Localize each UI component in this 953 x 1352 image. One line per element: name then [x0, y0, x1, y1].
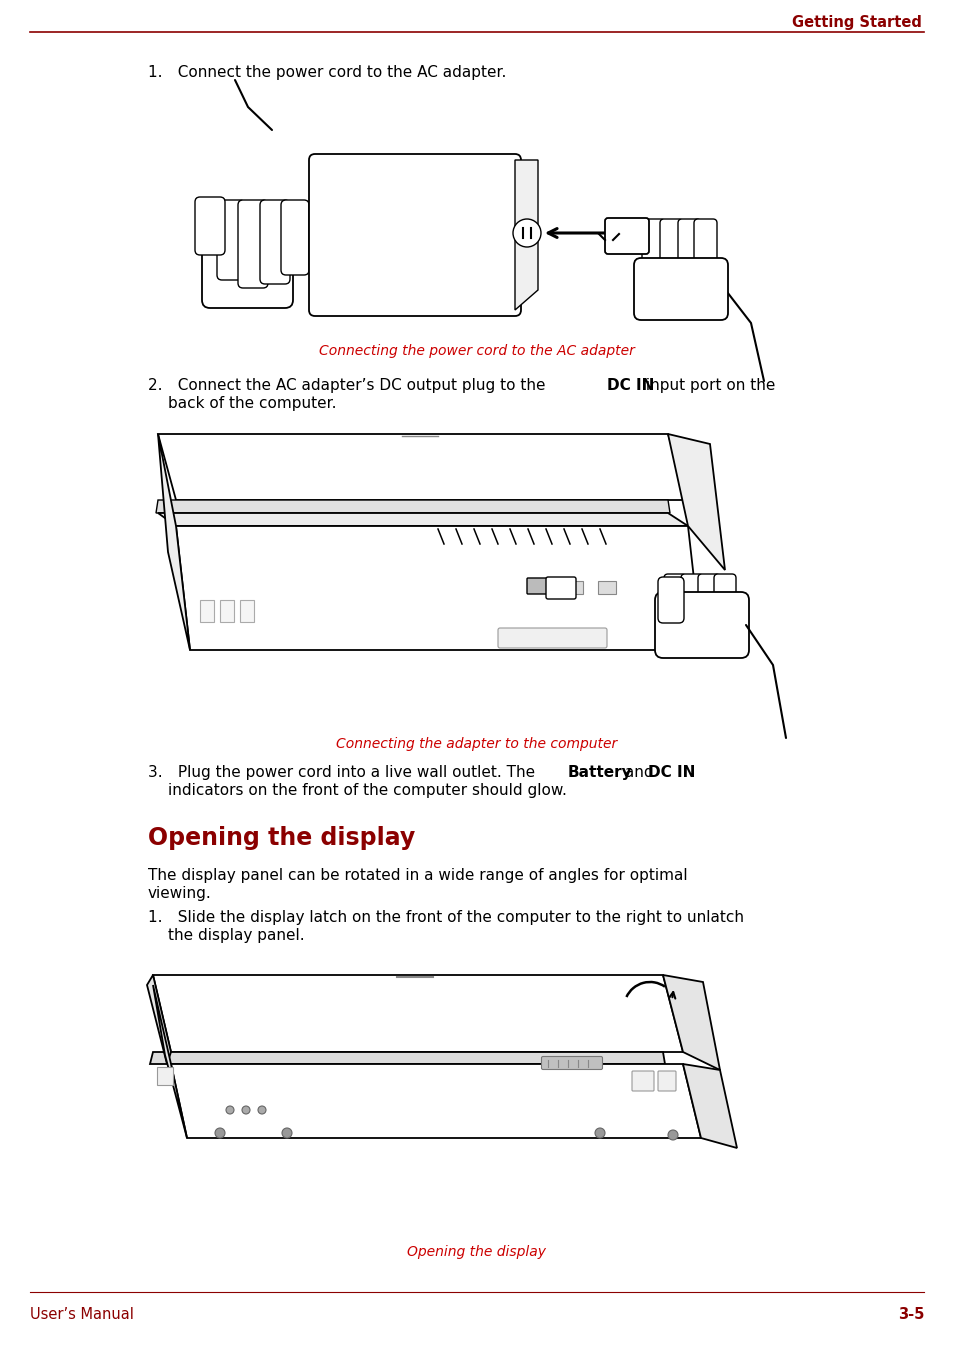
FancyBboxPatch shape: [216, 200, 245, 280]
FancyBboxPatch shape: [680, 575, 702, 639]
Text: back of the computer.: back of the computer.: [168, 396, 336, 411]
FancyBboxPatch shape: [526, 579, 548, 594]
FancyBboxPatch shape: [655, 592, 748, 658]
FancyBboxPatch shape: [202, 233, 293, 308]
Circle shape: [513, 219, 540, 247]
FancyBboxPatch shape: [194, 197, 225, 256]
FancyBboxPatch shape: [281, 200, 309, 274]
Polygon shape: [175, 526, 701, 650]
FancyBboxPatch shape: [634, 258, 727, 320]
Bar: [157, 1067, 172, 1086]
Polygon shape: [156, 500, 669, 512]
FancyBboxPatch shape: [659, 219, 682, 287]
Text: 2. Connect the AC adapter’s DC output plug to the: 2. Connect the AC adapter’s DC output pl…: [148, 379, 550, 393]
Polygon shape: [515, 160, 537, 310]
Bar: [564, 581, 582, 594]
Text: The display panel can be rotated in a wide range of angles for optimal: The display panel can be rotated in a wi…: [148, 868, 687, 883]
Polygon shape: [152, 975, 682, 1052]
Polygon shape: [158, 512, 687, 526]
FancyBboxPatch shape: [641, 219, 664, 283]
Text: and: and: [619, 765, 658, 780]
Text: indicators on the front of the computer should glow.: indicators on the front of the computer …: [168, 783, 566, 798]
Text: Connecting the adapter to the computer: Connecting the adapter to the computer: [336, 737, 617, 750]
FancyBboxPatch shape: [713, 575, 735, 627]
Polygon shape: [158, 434, 190, 650]
FancyBboxPatch shape: [658, 577, 683, 623]
Polygon shape: [150, 1052, 664, 1064]
Polygon shape: [662, 975, 720, 1069]
Polygon shape: [682, 1064, 737, 1148]
Text: DC IN: DC IN: [606, 379, 654, 393]
Text: viewing.: viewing.: [148, 886, 212, 900]
Text: 1. Connect the power cord to the AC adapter.: 1. Connect the power cord to the AC adap…: [148, 65, 506, 80]
Polygon shape: [147, 975, 171, 1064]
FancyBboxPatch shape: [497, 627, 606, 648]
Circle shape: [214, 1128, 225, 1138]
FancyBboxPatch shape: [693, 219, 717, 274]
Text: Getting Started: Getting Started: [791, 15, 921, 30]
Bar: [240, 600, 253, 622]
Bar: [220, 600, 233, 622]
Circle shape: [282, 1128, 292, 1138]
Bar: [598, 581, 616, 594]
Text: 1. Slide the display latch on the front of the computer to the right to unlatch: 1. Slide the display latch on the front …: [148, 910, 743, 925]
FancyBboxPatch shape: [237, 200, 268, 288]
FancyBboxPatch shape: [698, 575, 720, 635]
FancyBboxPatch shape: [631, 1071, 654, 1091]
Bar: [200, 600, 213, 622]
FancyBboxPatch shape: [260, 200, 290, 284]
Circle shape: [667, 1130, 678, 1140]
Circle shape: [257, 1106, 266, 1114]
Polygon shape: [667, 434, 724, 571]
Circle shape: [242, 1106, 250, 1114]
Text: the display panel.: the display panel.: [168, 927, 304, 942]
Text: 3-5: 3-5: [897, 1307, 923, 1322]
Polygon shape: [171, 1064, 700, 1138]
Text: Opening the display: Opening the display: [148, 826, 415, 850]
FancyBboxPatch shape: [663, 575, 685, 634]
Text: Opening the display: Opening the display: [407, 1245, 546, 1259]
FancyBboxPatch shape: [545, 577, 576, 599]
FancyBboxPatch shape: [678, 219, 700, 283]
Text: 3. Plug the power cord into a live wall outlet. The: 3. Plug the power cord into a live wall …: [148, 765, 539, 780]
FancyBboxPatch shape: [309, 154, 520, 316]
Text: Connecting the power cord to the AC adapter: Connecting the power cord to the AC adap…: [318, 343, 635, 358]
Polygon shape: [158, 434, 687, 500]
Text: DC IN: DC IN: [647, 765, 695, 780]
Circle shape: [595, 1128, 604, 1138]
FancyBboxPatch shape: [604, 218, 648, 254]
FancyBboxPatch shape: [541, 1056, 602, 1069]
Text: User’s Manual: User’s Manual: [30, 1307, 133, 1322]
Circle shape: [226, 1106, 233, 1114]
Text: input port on the: input port on the: [640, 379, 775, 393]
Polygon shape: [152, 986, 187, 1138]
FancyBboxPatch shape: [658, 1071, 676, 1091]
Text: Battery: Battery: [567, 765, 632, 780]
